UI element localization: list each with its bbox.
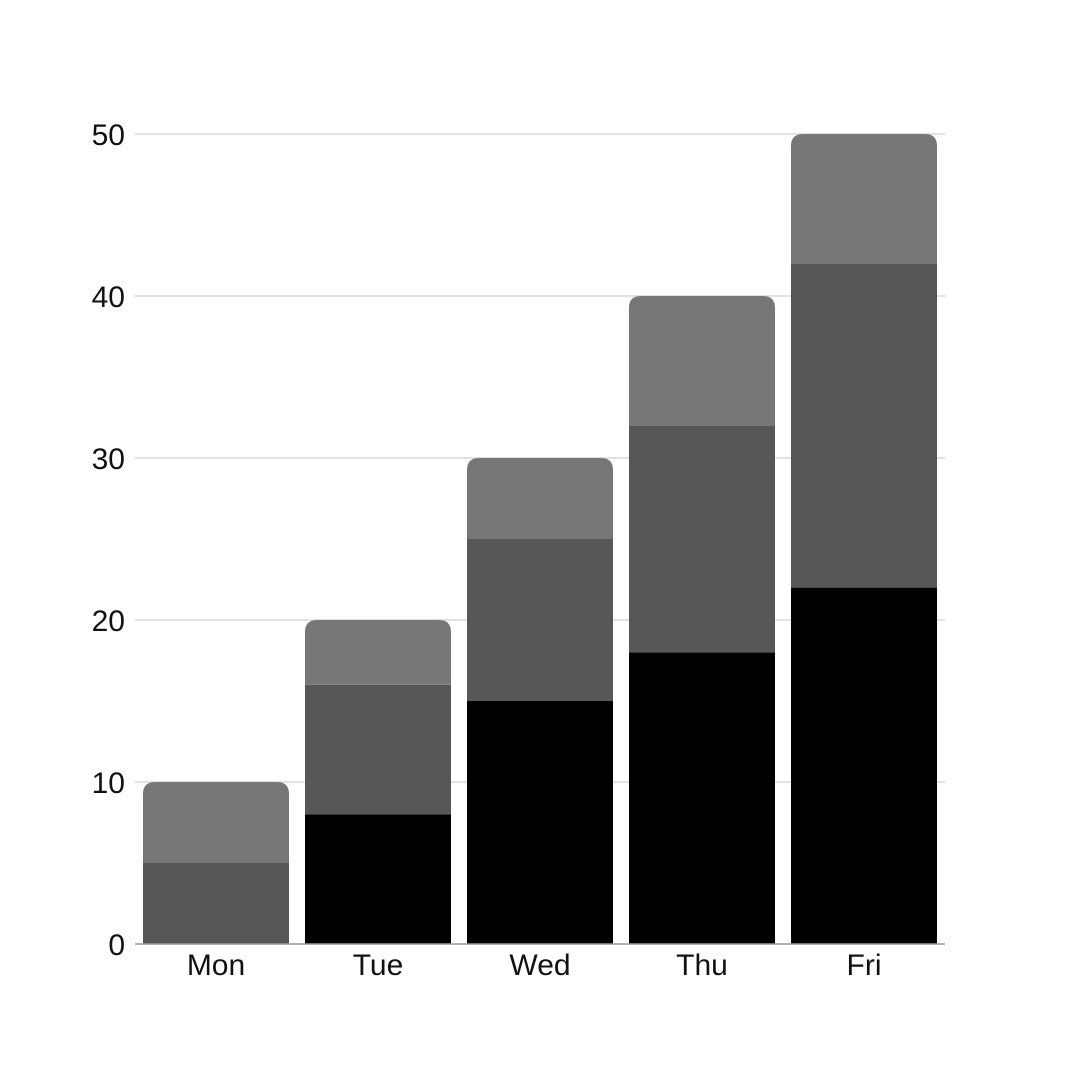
bar-segment <box>305 814 451 944</box>
tick-labels: 0 10 20 30 40 50 Mon Tue Wed Thu Fri <box>92 119 882 982</box>
bars <box>143 134 937 944</box>
bar-segment <box>629 425 775 653</box>
y-tick-label: 30 <box>92 443 125 476</box>
y-tick-label: 0 <box>108 929 125 962</box>
x-tick-label: Tue <box>353 949 404 982</box>
bar-segment <box>143 782 289 863</box>
bar-segment <box>143 863 289 944</box>
x-tick-label: Mon <box>187 949 245 982</box>
bar-segment <box>629 652 775 944</box>
y-tick-label: 10 <box>92 767 125 800</box>
y-tick-label: 50 <box>92 119 125 152</box>
x-tick-label: Thu <box>676 949 728 982</box>
x-tick-label: Fri <box>847 949 882 982</box>
bar-segment <box>467 458 613 539</box>
bar-segment <box>467 701 613 944</box>
bar-segment <box>791 263 937 588</box>
x-tick-label: Wed <box>509 949 570 982</box>
bar-segment <box>305 684 451 815</box>
bar-segment <box>467 539 613 701</box>
y-tick-label: 40 <box>92 281 125 314</box>
bar-segment <box>629 296 775 426</box>
bar-segment <box>305 620 451 685</box>
y-tick-label: 20 <box>92 605 125 638</box>
bar-segment <box>791 587 937 944</box>
bar-segment <box>791 134 937 264</box>
